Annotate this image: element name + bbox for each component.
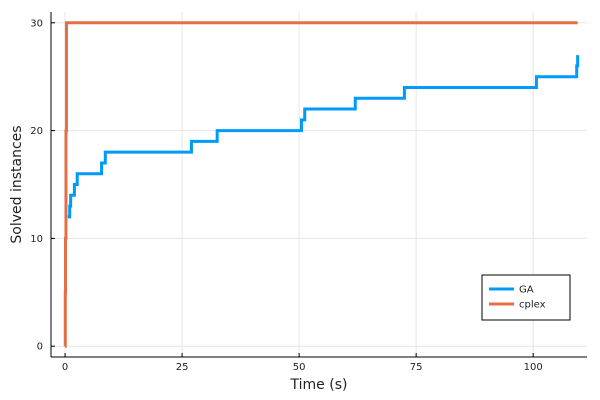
x-tick-labels: 0 25 50 75 100 xyxy=(62,362,543,373)
x-axis-label: Time (s) xyxy=(290,377,348,393)
series-line-ga xyxy=(68,55,578,217)
legend: GA cplex xyxy=(482,275,570,320)
y-tick-label: 0 xyxy=(37,342,43,353)
legend-box xyxy=(482,275,570,320)
y-tick-label: 10 xyxy=(30,234,43,245)
x-tick-label: 25 xyxy=(176,362,189,373)
x-tick-label: 0 xyxy=(62,362,68,373)
x-tick-label: 100 xyxy=(524,362,543,373)
y-tick-label: 20 xyxy=(30,126,43,137)
x-tick-label: 50 xyxy=(293,362,306,373)
x-tick-label: 75 xyxy=(410,362,423,373)
y-axis-label: Solved instances xyxy=(9,125,25,243)
legend-label-ga: GA xyxy=(519,285,534,296)
y-tick-labels: 0 10 20 30 xyxy=(30,18,43,352)
legend-label-cplex: cplex xyxy=(519,300,546,311)
y-tick-label: 30 xyxy=(30,18,43,29)
